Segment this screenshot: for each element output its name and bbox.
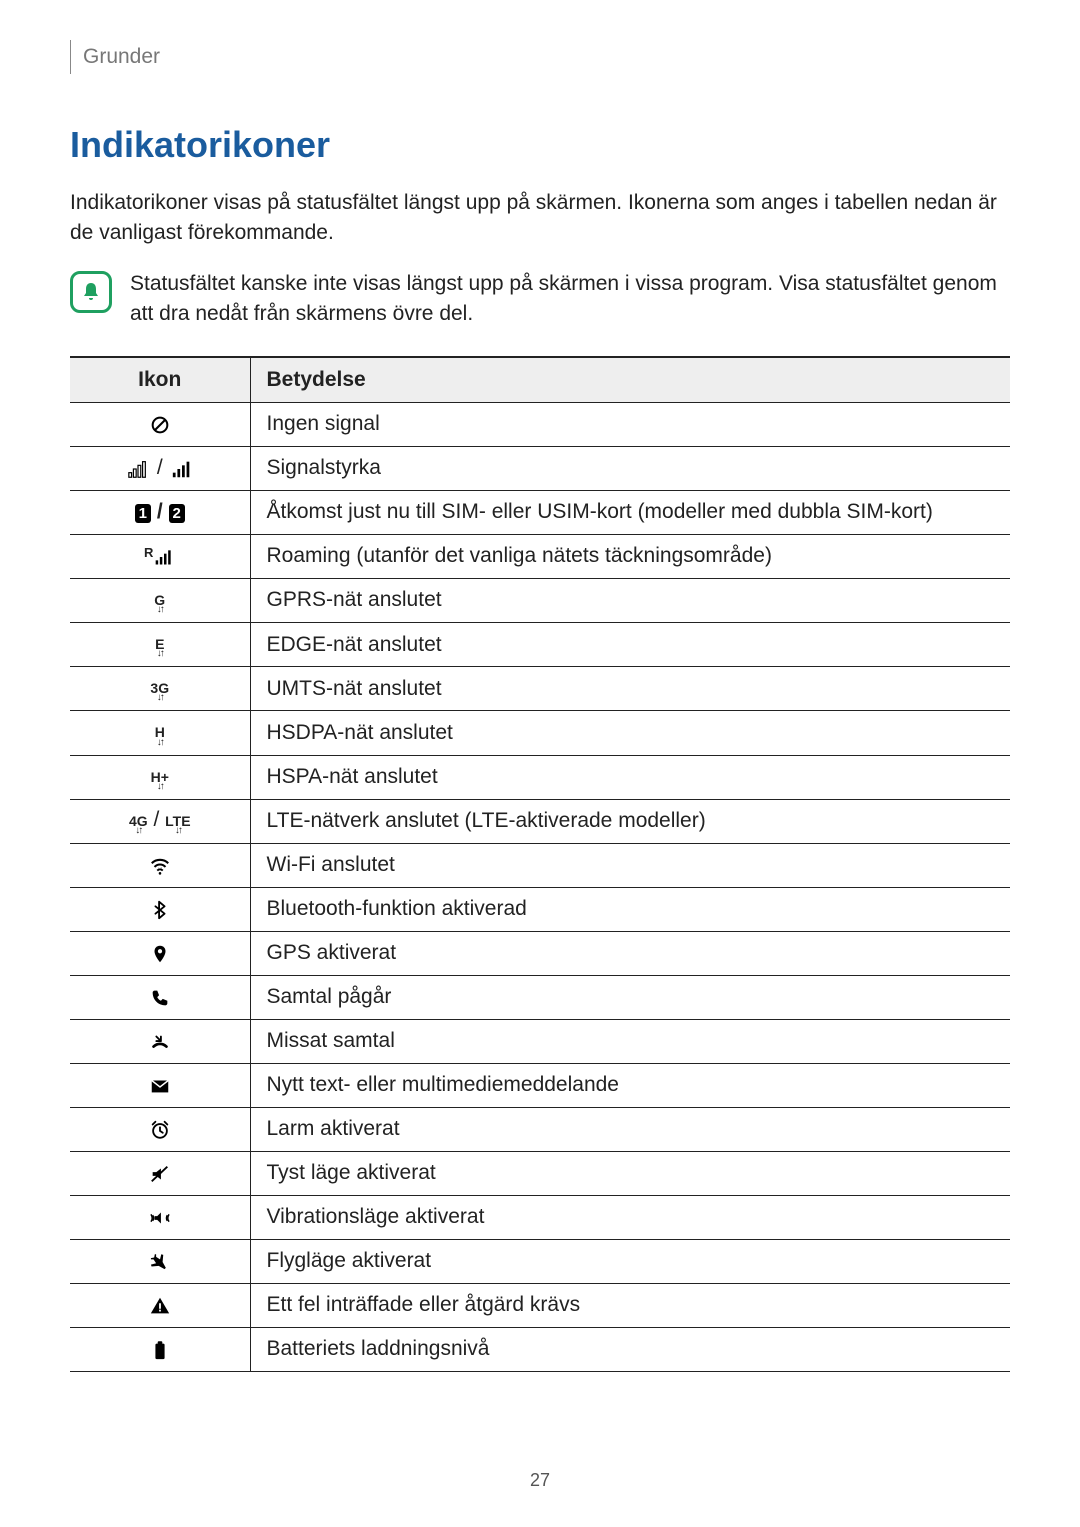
- table-row: RRoaming (utanför det vanliga nätets täc…: [70, 534, 1010, 578]
- table-row: G↓↑GPRS-nät anslutet: [70, 578, 1010, 622]
- note-callout: Statusfältet kanske inte visas längst up…: [70, 269, 1010, 330]
- icon-meaning: Signalstyrka: [250, 446, 1010, 490]
- error-icon: [70, 1283, 250, 1327]
- sim-1-2-icon: 1 / 2: [70, 490, 250, 534]
- silent-icon: [70, 1151, 250, 1195]
- table-row: Bluetooth-funktion aktiverad: [70, 887, 1010, 931]
- table-row: Nytt text- eller multimediemeddelande: [70, 1063, 1010, 1107]
- table-row: 1 / 2Åtkomst just nu till SIM- eller USI…: [70, 490, 1010, 534]
- icon-meaning: Ett fel inträffade eller åtgärd krävs: [250, 1283, 1010, 1327]
- icon-meaning: Nytt text- eller multimediemeddelande: [250, 1063, 1010, 1107]
- table-row: Larm aktiverat: [70, 1107, 1010, 1151]
- table-row: 3G↓↑UMTS-nät anslutet: [70, 667, 1010, 711]
- table-row: 4G↓↑ / LTE↓↑LTE-nätverk anslutet (LTE-ak…: [70, 799, 1010, 843]
- table-row: ↓↑ Wi-Fi anslutet: [70, 843, 1010, 887]
- breadcrumb: Grunder: [83, 45, 160, 69]
- icon-meaning: Larm aktiverat: [250, 1107, 1010, 1151]
- svg-text:↓↑: ↓↑: [157, 866, 162, 871]
- table-row: Missat samtal: [70, 1019, 1010, 1063]
- col-header-icon: Ikon: [70, 357, 250, 403]
- table-row: Batteriets laddningsnivå: [70, 1327, 1010, 1371]
- icon-meaning: HSDPA-nät anslutet: [250, 711, 1010, 755]
- call-icon: [70, 975, 250, 1019]
- icon-table: Ikon Betydelse Ingen signal / Signalstyr…: [70, 356, 1010, 1372]
- icon-meaning: Missat samtal: [250, 1019, 1010, 1063]
- icon-meaning: UMTS-nät anslutet: [250, 667, 1010, 711]
- icon-meaning: Batteriets laddningsnivå: [250, 1327, 1010, 1371]
- icon-meaning: Wi-Fi anslutet: [250, 843, 1010, 887]
- gps-icon: [70, 931, 250, 975]
- icon-meaning: LTE-nätverk anslutet (LTE-aktiverade mod…: [250, 799, 1010, 843]
- icon-meaning: GPS aktiverat: [250, 931, 1010, 975]
- umts-icon: 3G↓↑: [70, 667, 250, 711]
- battery-icon: [70, 1327, 250, 1371]
- page-number: 27: [0, 1470, 1080, 1491]
- icon-meaning: EDGE-nät anslutet: [250, 622, 1010, 666]
- table-row: H+↓↑HSPA-nät anslutet: [70, 755, 1010, 799]
- hspa-icon: H+↓↑: [70, 755, 250, 799]
- table-row: Flygläge aktiverat: [70, 1239, 1010, 1283]
- icon-meaning: HSPA-nät anslutet: [250, 755, 1010, 799]
- edge-icon: E↓↑: [70, 622, 250, 666]
- table-row: E↓↑EDGE-nät anslutet: [70, 622, 1010, 666]
- page-heading: Indikatorikoner: [70, 124, 1010, 166]
- missed-call-icon: [70, 1019, 250, 1063]
- message-icon: [70, 1063, 250, 1107]
- note-bell-icon: [70, 271, 112, 313]
- table-row: / Signalstyrka: [70, 446, 1010, 490]
- alarm-icon: [70, 1107, 250, 1151]
- icon-meaning: Bluetooth-funktion aktiverad: [250, 887, 1010, 931]
- lte-icon: 4G↓↑ / LTE↓↑: [70, 799, 250, 843]
- signal-strength-icon: /: [70, 446, 250, 490]
- gprs-icon: G↓↑: [70, 578, 250, 622]
- icon-meaning: Åtkomst just nu till SIM- eller USIM-kor…: [250, 490, 1010, 534]
- icon-meaning: Roaming (utanför det vanliga nätets täck…: [250, 534, 1010, 578]
- table-row: H↓↑HSDPA-nät anslutet: [70, 711, 1010, 755]
- icon-meaning: Vibrationsläge aktiverat: [250, 1195, 1010, 1239]
- airplane-icon: [70, 1239, 250, 1283]
- icon-meaning: Tyst läge aktiverat: [250, 1151, 1010, 1195]
- icon-meaning: GPRS-nät anslutet: [250, 578, 1010, 622]
- intro-text: Indikatorikoner visas på statusfältet lä…: [70, 188, 1010, 249]
- col-header-meaning: Betydelse: [250, 357, 1010, 403]
- wifi-icon: ↓↑: [70, 843, 250, 887]
- roaming-icon: R: [70, 534, 250, 578]
- icon-meaning: Flygläge aktiverat: [250, 1239, 1010, 1283]
- breadcrumb-bar: Grunder: [70, 40, 1010, 74]
- table-row: GPS aktiverat: [70, 931, 1010, 975]
- table-row: Ett fel inträffade eller åtgärd krävs: [70, 1283, 1010, 1327]
- icon-meaning: Samtal pågår: [250, 975, 1010, 1019]
- table-row: Vibrationsläge aktiverat: [70, 1195, 1010, 1239]
- no-signal-icon: [70, 402, 250, 446]
- hsdpa-icon: H↓↑: [70, 711, 250, 755]
- table-row: Ingen signal: [70, 402, 1010, 446]
- table-row: Tyst läge aktiverat: [70, 1151, 1010, 1195]
- icon-meaning: Ingen signal: [250, 402, 1010, 446]
- bluetooth-icon: [70, 887, 250, 931]
- vibrate-icon: [70, 1195, 250, 1239]
- table-row: Samtal pågår: [70, 975, 1010, 1019]
- note-text: Statusfältet kanske inte visas längst up…: [130, 269, 1010, 330]
